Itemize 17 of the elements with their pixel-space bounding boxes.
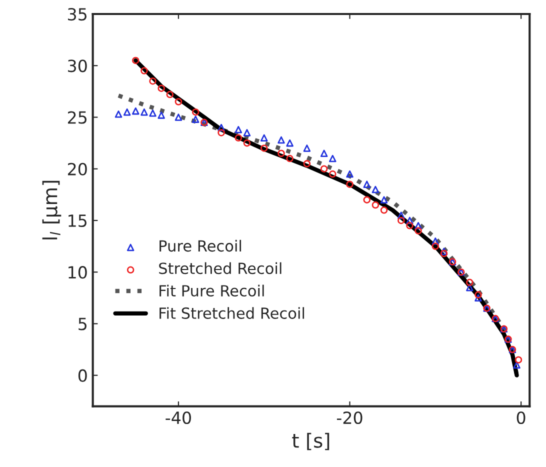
legend-label: Fit Pure Recoil [160, 284, 264, 297]
y-tick-label: 25 [68, 111, 87, 124]
x-tick-label: -40 [166, 411, 191, 424]
y-tick-label: 35 [68, 8, 87, 21]
x-tick-label: -20 [336, 411, 362, 424]
y-tick-label: 20 [68, 162, 87, 176]
legend-label: Pure Recoil [160, 240, 242, 252]
legend-label: Stretched Recoil [159, 262, 282, 274]
y-tick-label: 5 [78, 318, 87, 330]
y-tick-label: 30 [68, 60, 87, 72]
y-axis-title: l$_{l}$ [µm] [42, 180, 62, 240]
legend-label: Fit Stretched Recoil [160, 307, 304, 319]
y-tick-label: 10 [68, 266, 87, 279]
y-tick-label: 15 [68, 214, 87, 228]
x-axis-title: t [s] [292, 432, 330, 450]
y-tick-label: 0 [78, 369, 87, 382]
x-tick-label: 0 [516, 411, 526, 424]
